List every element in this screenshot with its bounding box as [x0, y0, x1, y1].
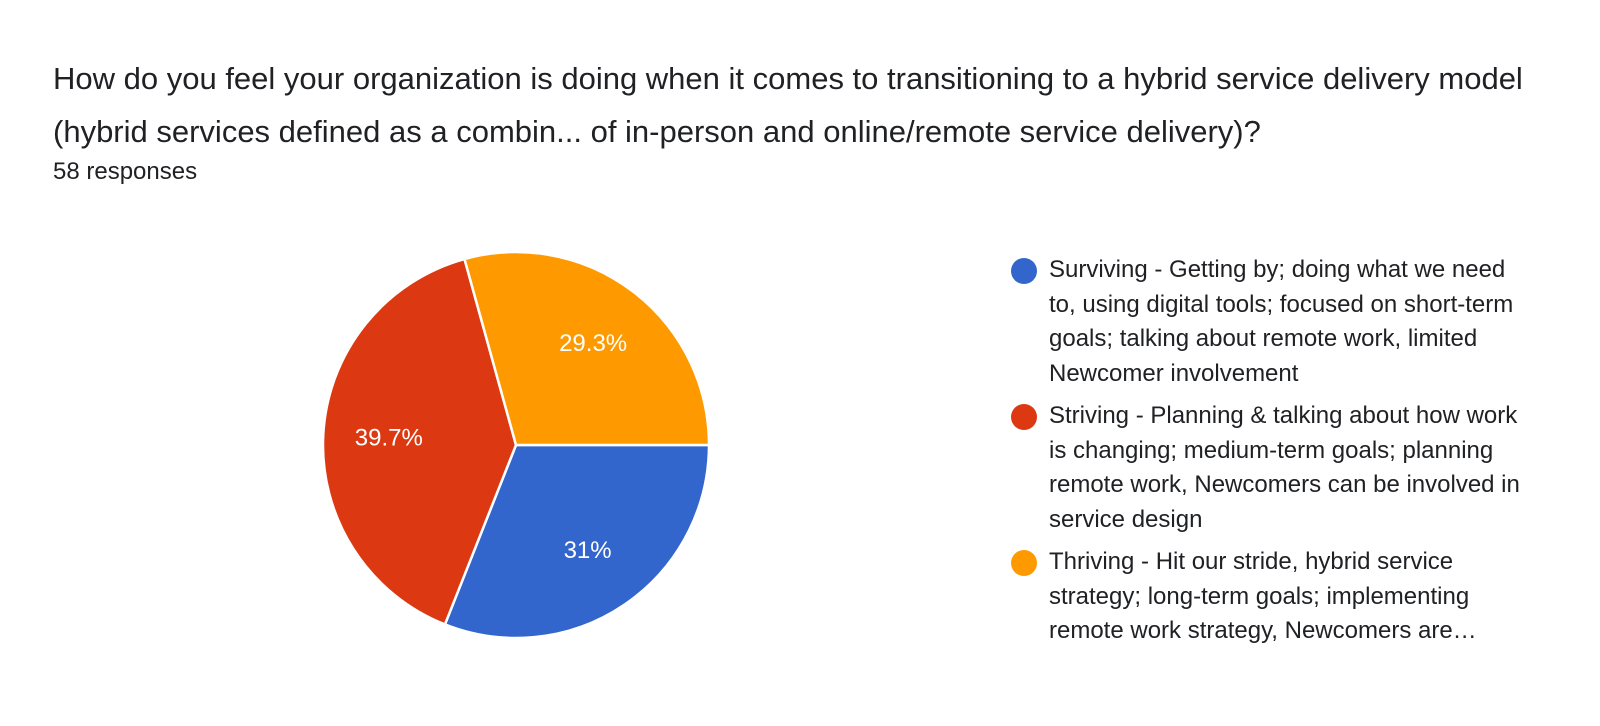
response-count: 58 responses — [53, 158, 198, 185]
chart-legend: Surviving - Getting by; doing what we ne… — [1010, 253, 1530, 657]
legend-label-thriving: Thriving - Hit our stride, hybrid servic… — [1049, 548, 1477, 644]
slice-label-thriving: 29.3% — [559, 330, 627, 357]
question-title: How do you feel your organization is doi… — [53, 61, 1523, 149]
pie-slice-thriving[interactable] — [463, 250, 711, 447]
legend-label-striving: Striving - Planning & talking about how … — [1049, 402, 1520, 533]
legend-item-thriving[interactable]: Thriving - Hit our stride, hybrid servic… — [1010, 545, 1530, 649]
legend-item-striving[interactable]: Striving - Planning & talking about how … — [1010, 399, 1530, 537]
pie-slice-striving[interactable] — [321, 257, 518, 626]
legend-swatch-striving — [1011, 404, 1037, 430]
legend-label-surviving: Surviving - Getting by; doing what we ne… — [1049, 256, 1514, 387]
legend-item-surviving[interactable]: Surviving - Getting by; doing what we ne… — [1010, 253, 1530, 391]
slice-label-surviving: 31% — [564, 537, 612, 564]
slice-label-striving: 39.7% — [355, 425, 423, 452]
legend-swatch-surviving — [1011, 258, 1037, 284]
legend-swatch-thriving — [1011, 550, 1037, 576]
pie-slice-surviving[interactable] — [443, 443, 711, 640]
